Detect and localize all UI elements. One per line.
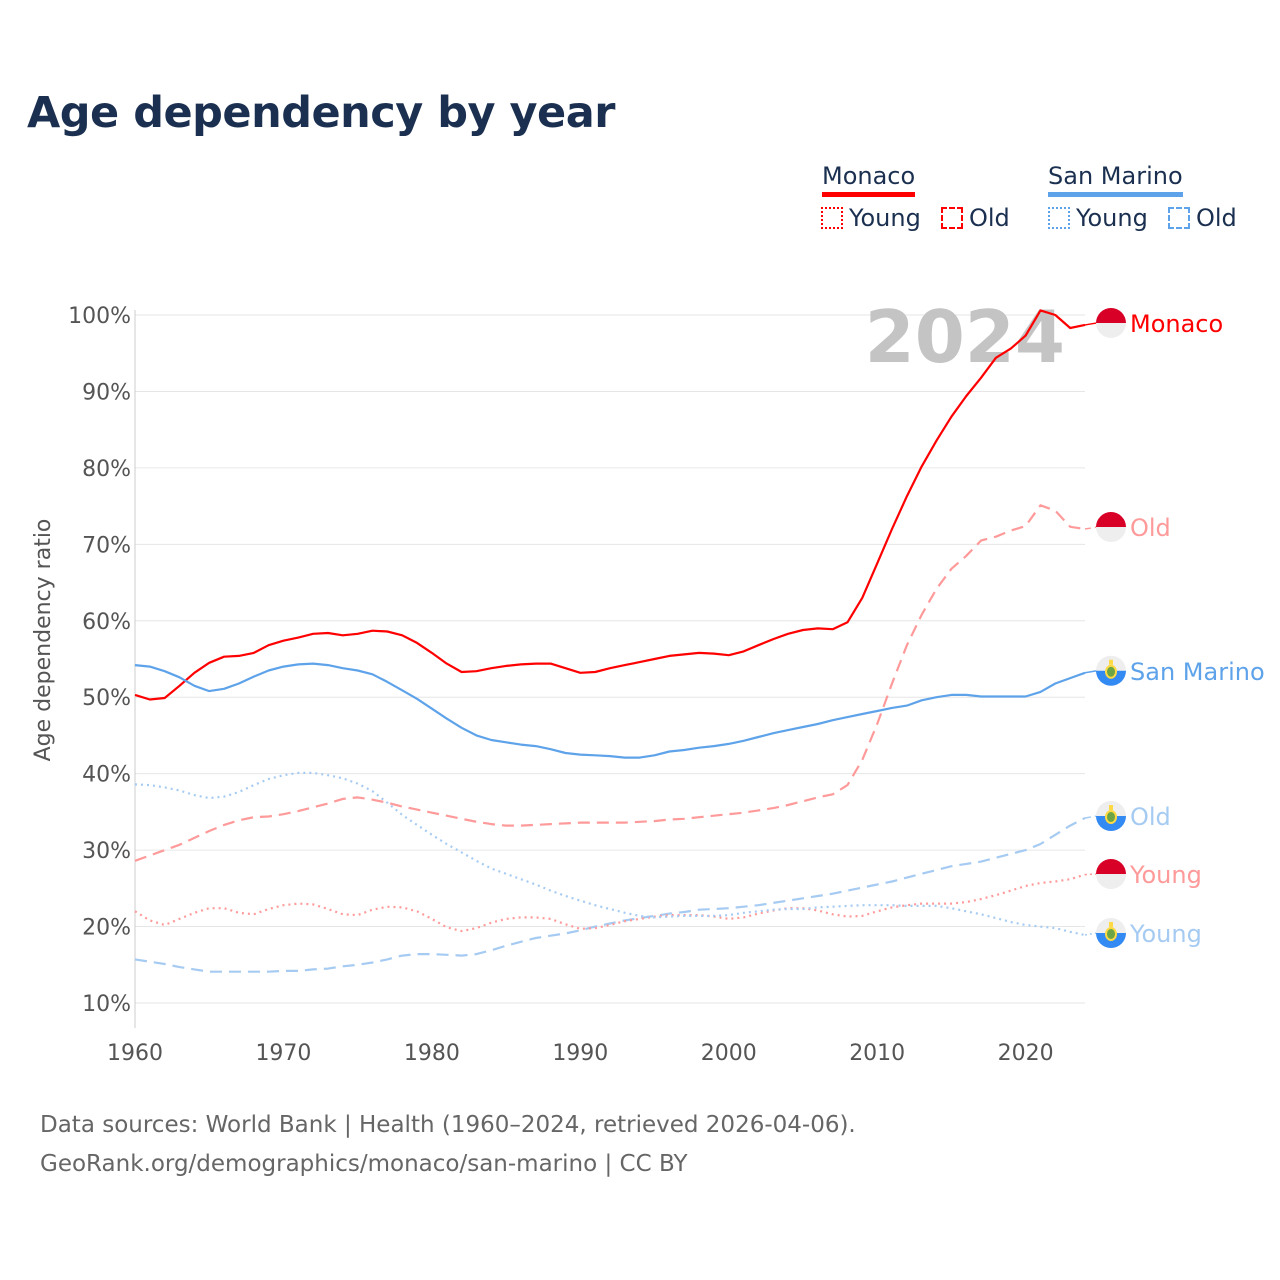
monaco-flag-icon [1096,859,1126,890]
y-tick-label: 80% [82,457,131,482]
legend-san-marino-old[interactable]: Old [1168,204,1237,232]
end-label-text: Monaco [1130,310,1223,338]
san-marino-flag-icon [1096,655,1126,686]
connector-line [1084,873,1098,876]
y-axis-label: Age dependency ratio [31,519,56,762]
legend-label: Old [969,204,1010,232]
x-tick-label: 2010 [849,1041,905,1066]
end-label-text: Young [1129,861,1202,889]
series-line-monaco[interactable] [134,309,1086,701]
coat-of-arms [1105,664,1117,679]
legend-san-marino-young[interactable]: Young [1048,204,1148,232]
monaco-flag-icon [1096,307,1126,338]
san-marino-flag-icon [1096,917,1126,948]
y-tick-label: 50% [82,686,131,711]
chart-title: Age dependency by year [27,88,615,138]
year-watermark: 2024 [865,295,1065,379]
x-tick-label: 1980 [404,1041,460,1066]
connector-line [1084,322,1098,326]
x-tick-label: 2020 [998,1041,1054,1066]
legend-monaco-old[interactable]: Old [941,204,1010,232]
y-tick-label: 70% [82,533,131,558]
legend-monaco-young[interactable]: Young [821,204,921,232]
legend-label: Old [1196,204,1237,232]
x-tick-label: 1970 [255,1041,311,1066]
series-line-san-marino-young[interactable] [134,771,1086,937]
coat-of-arms [1105,810,1117,825]
flag-stripe [1096,859,1126,875]
san-marino-flag-icon [1096,801,1126,832]
flag-stripe [1096,322,1126,338]
connector-line [1084,670,1098,674]
y-tick-label: 90% [82,380,131,405]
y-tick-label: 30% [82,839,131,864]
flag-stripe [1096,512,1126,528]
series-line-monaco-old[interactable] [134,504,1086,862]
dashed-line-swatch-icon [941,207,963,229]
legend-monaco[interactable]: Monaco [822,162,916,197]
crown [1109,659,1113,665]
monaco-flag-icon [1096,512,1126,543]
connector-line [1084,815,1098,819]
flag-stripe [1096,527,1126,543]
y-tick-label: 20% [82,916,131,941]
end-label-monaco[interactable]: Monaco [1084,307,1223,338]
dotted-line-swatch-icon [821,207,843,229]
dotted-line-swatch-icon [1048,207,1070,229]
x-tick-label: 1960 [107,1041,163,1066]
crown [1109,921,1113,927]
end-label-monaco-old[interactable]: Old [1084,512,1171,543]
series-line-san-marino[interactable] [134,662,1086,759]
connector-line [1084,932,1098,936]
crown [1109,805,1113,811]
end-label-san-marino-young[interactable]: Young [1084,917,1202,948]
x-tick-label: 1990 [552,1041,608,1066]
end-label-san-marino[interactable]: San Marino [1084,655,1265,686]
connector-line [1084,526,1098,530]
end-label-text: Old [1130,514,1171,542]
flag-stripe [1096,307,1126,323]
y-tick-label: 60% [82,610,131,635]
legend-san-marino[interactable]: San Marino [1048,162,1183,197]
end-label-text: San Marino [1130,658,1265,686]
coat-of-arms [1105,926,1117,941]
y-tick-label: 10% [82,992,131,1017]
y-tick-label: 100% [68,304,131,329]
y-tick-label: 40% [82,763,131,788]
dashed-line-swatch-icon [1168,207,1190,229]
legend-label: Young [849,204,921,232]
footer: Data sources: World Bank | Health (1960–… [40,1106,856,1184]
series-line-san-marino-old[interactable] [134,817,1086,973]
end-label-text: Old [1130,803,1171,831]
data-source-text: Data sources: World Bank | Health (1960–… [40,1112,856,1138]
end-label-san-marino-old[interactable]: Old [1084,801,1171,832]
attribution-link[interactable]: GeoRank.org/demographics/monaco/san-mari… [40,1151,688,1177]
x-tick-label: 2000 [701,1041,757,1066]
end-label-text: Young [1129,920,1202,948]
end-label-monaco-young[interactable]: Young [1084,859,1202,890]
series-line-monaco-young[interactable] [134,873,1086,933]
legend-label: Young [1076,204,1148,232]
flag-stripe [1096,874,1126,890]
